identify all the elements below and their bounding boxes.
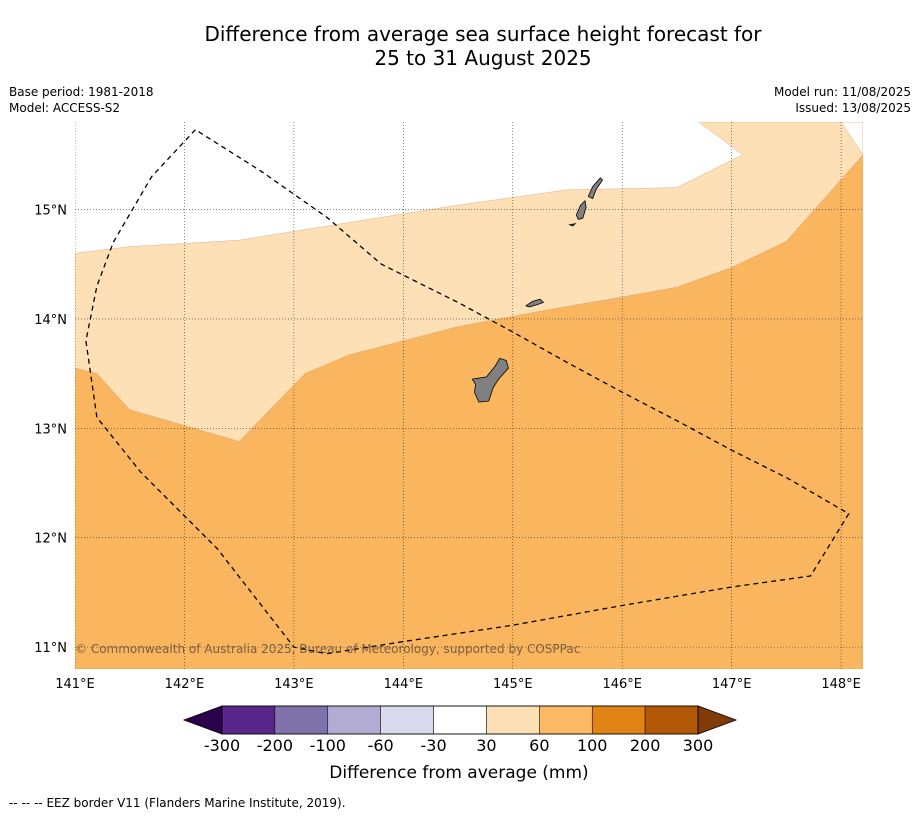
colorbar-extend-high bbox=[697, 705, 738, 735]
lat-tick-label: 15°N bbox=[34, 204, 67, 219]
colorbar-swatch-3 bbox=[380, 705, 434, 735]
map-plot-area bbox=[75, 122, 863, 669]
lon-tick-label: 144°E bbox=[384, 677, 424, 692]
island-saipan bbox=[587, 177, 604, 200]
colorbar-tick-label: 300 bbox=[683, 736, 714, 755]
copyright-text: © Commonwealth of Australia 2025, Bureau… bbox=[75, 642, 580, 656]
lon-tick-label: 141°E bbox=[55, 677, 95, 692]
lat-tick-label: 13°N bbox=[34, 422, 67, 437]
island-rota bbox=[524, 298, 545, 308]
colorbar-swatch-0 bbox=[221, 705, 276, 735]
lon-tick-label: 146°E bbox=[602, 677, 642, 692]
colorbar-tick-label: 100 bbox=[577, 736, 608, 755]
colorbar-tick-label: -100 bbox=[310, 736, 346, 755]
island-aguijan bbox=[568, 223, 577, 227]
run-info: Model run: 11/08/2025 Issued: 13/08/2025 bbox=[774, 84, 911, 116]
chart-title-line-1: Difference from average sea surface heig… bbox=[204, 22, 762, 46]
eez-legend: -- -- -- EEZ border V11 (Flanders Marine… bbox=[9, 796, 346, 810]
eez-legend-symbol: -- -- -- bbox=[9, 796, 43, 810]
colorbar-extend-low bbox=[182, 705, 223, 735]
colorbar-title: Difference from average (mm) bbox=[329, 763, 588, 783]
issued-text: Issued: 13/08/2025 bbox=[795, 101, 911, 115]
colorbar-frame bbox=[221, 705, 699, 735]
island-guam bbox=[471, 357, 509, 403]
colorbar-tick-label: 200 bbox=[630, 736, 661, 755]
lat-tick-label: 14°N bbox=[34, 313, 67, 328]
lat-tick-label: 11°N bbox=[34, 641, 67, 656]
colorbar-tick-label: -300 bbox=[204, 736, 240, 755]
eez-legend-text: EEZ border V11 (Flanders Marine Institut… bbox=[46, 796, 346, 810]
colorbar-tick-label: -200 bbox=[257, 736, 293, 755]
colorbar-tick-label: 60 bbox=[529, 736, 549, 755]
lon-tick-label: 148°E bbox=[821, 677, 861, 692]
colorbar-swatch-2 bbox=[327, 705, 381, 735]
colorbar-tick-label: -60 bbox=[368, 736, 394, 755]
colorbar-swatch-4 bbox=[433, 705, 487, 735]
colorbar-swatch-6 bbox=[539, 705, 593, 735]
colorbar-swatch-1 bbox=[274, 705, 329, 735]
chart-title: Difference from average sea surface heig… bbox=[0, 22, 919, 70]
model-text: Model: ACCESS-S2 bbox=[9, 101, 121, 115]
colorbar-swatch-5 bbox=[486, 705, 540, 735]
lon-tick-label: 147°E bbox=[712, 677, 752, 692]
colorbar-tick-label: 30 bbox=[476, 736, 496, 755]
lon-tick-label: 143°E bbox=[274, 677, 314, 692]
lat-tick-label: 12°N bbox=[34, 532, 67, 547]
colorbar-swatch-8 bbox=[644, 705, 699, 735]
island-tinian bbox=[575, 199, 587, 220]
map-axes: 141°E 142°E 143°E 144°E 145°E 146°E 147°E 148°E… bbox=[34, 204, 861, 692]
lon-tick-label: 142°E bbox=[165, 677, 205, 692]
base-period-text: Base period: 1981-2018 bbox=[9, 85, 154, 99]
model-info: Base period: 1981-2018 Model: ACCESS-S2 bbox=[9, 84, 154, 116]
chart-title-line-2: 25 to 31 August 2025 bbox=[374, 46, 592, 70]
colorbar: -300 -200 -100 -60 -30 30 60 100 200 300 bbox=[182, 705, 738, 755]
model-run-text: Model run: 11/08/2025 bbox=[773, 85, 911, 99]
lon-tick-label: 145°E bbox=[493, 677, 533, 692]
colorbar-swatch-7 bbox=[591, 705, 646, 735]
colorbar-tick-label: -30 bbox=[420, 736, 446, 755]
region-1 bbox=[75, 122, 863, 442]
